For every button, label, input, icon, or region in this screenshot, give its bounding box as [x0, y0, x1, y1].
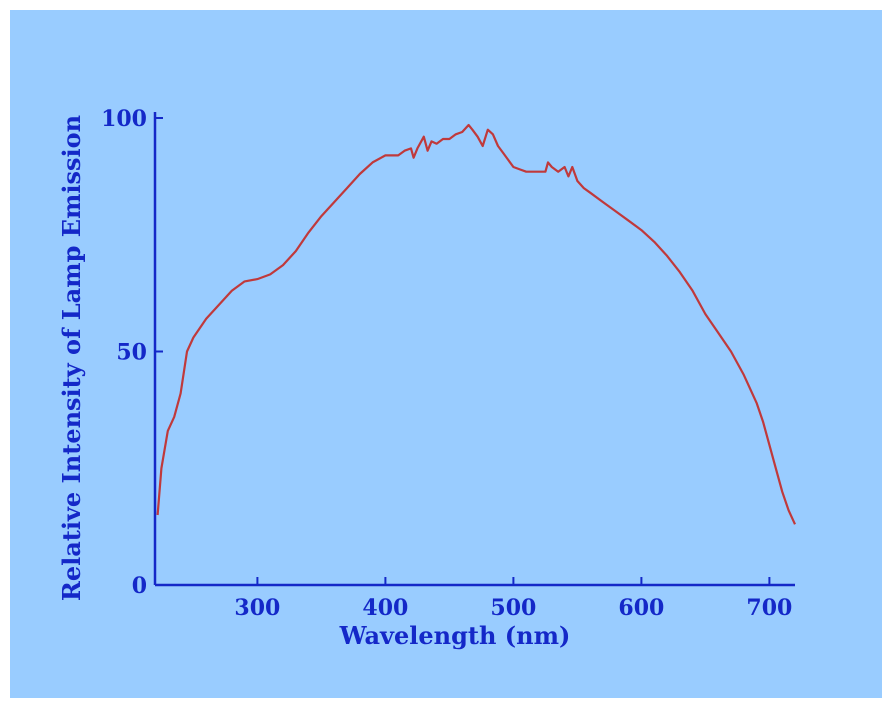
- x-tick-label: 500: [490, 595, 536, 621]
- y-axis-title: Relative Intensity of Lamp Emission: [57, 115, 86, 601]
- x-tick-label: 600: [618, 595, 664, 621]
- emission-curve: [156, 123, 797, 525]
- x-tick-label: 700: [746, 595, 792, 621]
- x-axis-title: Wavelength (nm): [339, 621, 571, 650]
- x-tick-label: 300: [234, 595, 280, 621]
- y-tick-label: 50: [116, 340, 147, 366]
- y-tick-label: 0: [132, 573, 147, 599]
- y-tick-label: 100: [101, 106, 147, 132]
- x-tick-label: 400: [362, 595, 408, 621]
